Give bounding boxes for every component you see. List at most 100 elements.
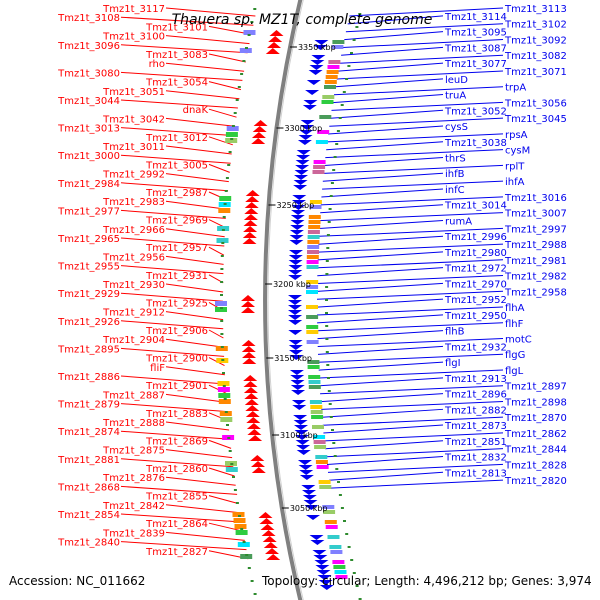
reverse-gene-label[interactable]: Tmz1t_2970: [444, 279, 507, 290]
reverse-gene-label[interactable]: Tmz1t_3052: [444, 106, 507, 117]
forward-gene-label[interactable]: Tmz1t_2984: [57, 179, 120, 190]
forward-gene-label[interactable]: Tmz1t_2901: [145, 381, 208, 392]
reverse-gene-label[interactable]: Tmz1t_3114: [444, 12, 507, 23]
reverse-gene-label[interactable]: Tmz1t_3092: [504, 35, 567, 46]
reverse-gene-label[interactable]: Tmz1t_2932: [444, 342, 507, 353]
forward-gene-label[interactable]: Tmz1t_2992: [102, 170, 165, 181]
reverse-gene-label[interactable]: Tmz1t_2844: [504, 445, 567, 456]
forward-gene-label[interactable]: Tmz1t_2929: [57, 289, 120, 300]
reverse-gene-label[interactable]: Tmz1t_2828: [504, 460, 567, 471]
forward-gene-label[interactable]: Tmz1t_2839: [102, 528, 165, 539]
forward-gene-label[interactable]: Tmz1t_3042: [102, 114, 165, 125]
forward-gene-label[interactable]: Tmz1t_3054: [145, 78, 208, 89]
forward-gene-label[interactable]: Tmz1t_3101: [145, 22, 208, 33]
reverse-gene-label[interactable]: flhB: [445, 327, 465, 338]
reverse-gene-label[interactable]: ihfB: [445, 169, 465, 180]
forward-gene-label[interactable]: Tmz1t_2912: [102, 308, 165, 319]
reverse-gene-label[interactable]: Tmz1t_2820: [504, 476, 567, 487]
reverse-gene-label[interactable]: Tmz1t_3016: [504, 193, 567, 204]
reverse-gene-label[interactable]: Tmz1t_2952: [444, 295, 507, 306]
forward-gene-label[interactable]: Tmz1t_3080: [57, 68, 120, 79]
reverse-gene-label[interactable]: Tmz1t_2981: [504, 256, 567, 267]
reverse-gene-label[interactable]: rpsA: [505, 130, 528, 141]
forward-gene-label[interactable]: Tmz1t_2842: [102, 501, 165, 512]
forward-gene-label[interactable]: Tmz1t_2874: [57, 427, 120, 438]
forward-gene-label[interactable]: Tmz1t_3044: [57, 96, 120, 107]
reverse-gene-label[interactable]: Tmz1t_3014: [444, 201, 507, 212]
forward-gene-label[interactable]: Tmz1t_2987: [145, 188, 208, 199]
reverse-gene-label[interactable]: Tmz1t_2832: [444, 453, 507, 464]
forward-gene-label[interactable]: rho: [149, 59, 165, 70]
reverse-gene-label[interactable]: Tmz1t_2898: [504, 397, 567, 408]
forward-gene-label[interactable]: Tmz1t_2879: [57, 400, 120, 411]
forward-gene-label[interactable]: Tmz1t_2860: [145, 464, 208, 475]
forward-gene-label[interactable]: Tmz1t_2955: [57, 262, 120, 273]
forward-gene-label[interactable]: Tmz1t_2965: [57, 234, 120, 245]
reverse-gene-label[interactable]: Tmz1t_2980: [444, 248, 507, 259]
forward-gene-label[interactable]: Tmz1t_3108: [57, 13, 120, 24]
reverse-gene-label[interactable]: Tmz1t_2897: [504, 382, 567, 393]
forward-gene-label[interactable]: Tmz1t_2827: [145, 547, 208, 558]
reverse-gene-label[interactable]: Tmz1t_2950: [444, 311, 507, 322]
forward-gene-label[interactable]: Tmz1t_2876: [102, 473, 165, 484]
reverse-gene-label[interactable]: flhF: [505, 319, 524, 330]
forward-gene-label[interactable]: Tmz1t_2868: [57, 482, 120, 493]
reverse-gene-label[interactable]: Tmz1t_3102: [504, 20, 567, 31]
reverse-gene-label[interactable]: rumA: [445, 216, 472, 227]
reverse-gene-label[interactable]: flgL: [505, 366, 524, 377]
reverse-gene-label[interactable]: Tmz1t_2958: [504, 287, 567, 298]
reverse-gene-label[interactable]: Tmz1t_2913: [444, 374, 507, 385]
reverse-gene-label[interactable]: Tmz1t_3056: [504, 98, 567, 109]
forward-gene-label[interactable]: Tmz1t_3005: [145, 160, 208, 171]
forward-gene-label[interactable]: Tmz1t_2881: [57, 455, 120, 466]
forward-gene-label[interactable]: Tmz1t_3013: [57, 124, 120, 135]
forward-gene-label[interactable]: Tmz1t_2886: [57, 372, 120, 383]
reverse-gene-label[interactable]: flhA: [505, 303, 525, 314]
forward-gene-label[interactable]: Tmz1t_2883: [145, 409, 208, 420]
forward-gene-label[interactable]: Tmz1t_2904: [102, 335, 165, 346]
reverse-gene-label[interactable]: Tmz1t_2873: [444, 421, 507, 432]
forward-gene-label[interactable]: Tmz1t_2895: [57, 344, 120, 355]
reverse-gene-label[interactable]: flgG: [505, 350, 525, 361]
reverse-gene-label[interactable]: Tmz1t_2851: [444, 437, 507, 448]
reverse-gene-label[interactable]: motC: [505, 334, 532, 345]
forward-gene-label[interactable]: Tmz1t_2887: [102, 390, 165, 401]
forward-gene-label[interactable]: Tmz1t_2956: [102, 252, 165, 263]
forward-gene-label[interactable]: Tmz1t_2900: [145, 354, 208, 365]
reverse-gene-label[interactable]: Tmz1t_2996: [444, 232, 507, 243]
forward-gene-label[interactable]: Tmz1t_2888: [102, 418, 165, 429]
forward-gene-label[interactable]: Tmz1t_2855: [145, 492, 208, 503]
reverse-gene-label[interactable]: Tmz1t_2882: [444, 405, 507, 416]
reverse-gene-label[interactable]: rplT: [505, 161, 525, 172]
forward-gene-label[interactable]: Tmz1t_2926: [57, 317, 120, 328]
reverse-gene-label[interactable]: leuD: [445, 75, 468, 86]
reverse-gene-label[interactable]: trpA: [505, 83, 526, 94]
forward-gene-label[interactable]: Tmz1t_3083: [145, 50, 208, 61]
forward-gene-label[interactable]: Tmz1t_2925: [145, 298, 208, 309]
reverse-gene-label[interactable]: Tmz1t_2870: [504, 413, 567, 424]
reverse-gene-label[interactable]: Tmz1t_2813: [444, 468, 507, 479]
forward-gene-label[interactable]: Tmz1t_2966: [102, 225, 165, 236]
forward-gene-label[interactable]: Tmz1t_3012: [145, 133, 208, 144]
reverse-gene-label[interactable]: Tmz1t_2988: [504, 240, 567, 251]
forward-gene-label[interactable]: Tmz1t_3011: [102, 142, 165, 153]
forward-gene-label[interactable]: Tmz1t_2854: [57, 510, 120, 521]
reverse-gene-label[interactable]: ihfA: [505, 177, 525, 188]
reverse-gene-label[interactable]: Tmz1t_3077: [444, 59, 507, 70]
reverse-gene-label[interactable]: Tmz1t_3113: [504, 4, 567, 15]
forward-gene-label[interactable]: Tmz1t_2983: [102, 197, 165, 208]
reverse-gene-label[interactable]: Tmz1t_2997: [504, 224, 567, 235]
forward-gene-label[interactable]: Tmz1t_3000: [57, 151, 120, 162]
reverse-gene-label[interactable]: infC: [445, 185, 465, 196]
forward-gene-label[interactable]: Tmz1t_2969: [145, 216, 208, 227]
reverse-gene-label[interactable]: flgI: [445, 358, 461, 369]
forward-gene-label[interactable]: Tmz1t_2957: [145, 243, 208, 254]
forward-gene-label[interactable]: Tmz1t_3100: [102, 32, 165, 43]
reverse-gene-label[interactable]: Tmz1t_3045: [504, 114, 567, 125]
forward-gene-label[interactable]: Tmz1t_3051: [102, 87, 165, 98]
forward-gene-label[interactable]: dnaK: [183, 105, 209, 116]
forward-gene-label[interactable]: Tmz1t_2864: [145, 519, 208, 530]
forward-gene-label[interactable]: Tmz1t_2977: [57, 206, 120, 217]
reverse-gene-label[interactable]: Tmz1t_2972: [444, 264, 507, 275]
forward-gene-label[interactable]: Tmz1t_2930: [102, 280, 165, 291]
